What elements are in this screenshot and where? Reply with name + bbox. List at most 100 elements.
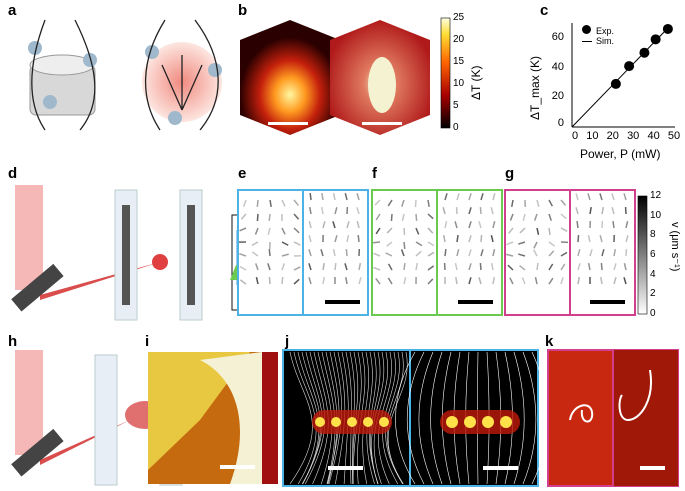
colorbar-tick: 5 — [453, 100, 459, 111]
velocity-arrow — [454, 263, 458, 271]
panel-label-k: k — [545, 333, 554, 350]
velocity-arrow — [456, 249, 460, 257]
velocity-arrow — [239, 253, 247, 257]
streamline — [395, 351, 416, 485]
velocity-arrow — [401, 199, 405, 207]
velocity-arrow — [373, 266, 381, 271]
velocity-arrow — [560, 199, 567, 206]
velocity-arrow — [601, 249, 605, 257]
heater-spot — [446, 416, 458, 428]
y-axis-label: ΔT_max (K) — [528, 55, 542, 120]
velocity-arrow — [577, 263, 581, 271]
velocity-arrow — [256, 213, 259, 222]
velocity-arrow — [427, 213, 434, 220]
velocity-arrow — [492, 249, 496, 257]
scale-bar — [325, 300, 360, 304]
colorbar-tick: 2 — [650, 288, 656, 300]
velocity-arrow — [400, 249, 405, 257]
velocity-arrow — [560, 213, 567, 220]
x-tick: 0 — [571, 130, 579, 142]
colorbar-tick: 12 — [650, 190, 662, 201]
x-tick: 30 — [627, 130, 640, 142]
y-tick: 40 — [551, 60, 564, 73]
velocity-arrow — [256, 199, 259, 208]
panel-label-f: f — [372, 165, 377, 182]
velocity-arrow — [239, 279, 247, 285]
panel-c-chart — [571, 23, 675, 128]
velocity-arrow — [332, 249, 336, 257]
legend-marker-exp — [582, 25, 591, 34]
velocity-arrow — [239, 227, 247, 232]
velocity-arrow — [480, 249, 484, 257]
velocity-arrow — [344, 263, 348, 271]
velocity-arrow — [385, 252, 393, 257]
velocity-arrow — [536, 262, 539, 271]
colorbar-velocity — [637, 195, 648, 315]
velocity-arrow — [560, 263, 566, 271]
trajectory — [289, 351, 313, 485]
velocity-arrow — [332, 221, 336, 229]
panel-label-j: j — [285, 333, 290, 350]
velocity-arrow — [456, 193, 460, 201]
velocity-arrow — [267, 263, 271, 271]
velocity-arrow — [403, 241, 406, 250]
colorbar-temperature-label: ΔT (K) — [469, 65, 483, 100]
velocity-arrow — [548, 199, 554, 207]
panel-a-schematic — [28, 19, 222, 131]
velocity-arrow — [600, 262, 603, 271]
velocity-arrow — [320, 249, 324, 257]
panel-label-h: h — [8, 333, 18, 350]
velocity-arrow — [490, 235, 494, 243]
scale-bar — [328, 466, 363, 470]
velocity-arrow — [599, 235, 603, 243]
panel-k-trajectories — [547, 349, 679, 487]
colorbar-tick: 4 — [650, 268, 656, 280]
scale-bar — [458, 300, 493, 304]
velocity-arrow — [509, 213, 514, 221]
velocity-arrow — [560, 277, 564, 285]
velocity-arrow — [281, 199, 286, 207]
velocity-arrow — [322, 262, 325, 271]
velocity-arrow — [427, 265, 435, 271]
velocity-arrow — [346, 221, 350, 229]
velocity-arrow — [492, 193, 496, 201]
velocity-arrow — [414, 199, 417, 208]
velocity-arrow — [519, 227, 526, 234]
y-tick: 60 — [551, 30, 564, 43]
velocity-arrow — [415, 227, 420, 235]
colorbar-tick: 6 — [650, 249, 656, 260]
velocity-arrow — [308, 249, 312, 257]
velocity-arrow — [479, 262, 482, 271]
velocity-arrow — [357, 234, 360, 243]
velocity-arrow — [625, 221, 629, 229]
velocity-arrow — [242, 199, 247, 207]
velocity-arrow — [320, 206, 324, 215]
trajectory — [293, 351, 317, 485]
colorbar-temperature — [440, 17, 451, 129]
velocity-arrow — [444, 193, 448, 201]
velocity-arrow — [346, 234, 350, 243]
scale-bar — [640, 466, 665, 470]
velocity-arrow — [533, 249, 538, 257]
heater-spot — [315, 417, 325, 427]
velocity-arrow — [478, 221, 482, 229]
velocity-arrow — [293, 213, 300, 220]
velocity-arrow — [611, 193, 615, 201]
velocity-arrow — [375, 227, 381, 235]
velocity-arrow — [293, 227, 300, 234]
velocity-arrow — [454, 221, 458, 229]
velocity-arrow — [509, 277, 514, 285]
velocity-arrow — [281, 241, 289, 246]
velocity-arrow — [322, 221, 326, 229]
panel-b-temperature-maps — [240, 17, 451, 135]
velocity-arrow — [356, 193, 360, 201]
velocity-arrow — [281, 227, 286, 235]
velocity-arrow — [281, 253, 289, 257]
velocity-arrow — [255, 277, 259, 285]
scale-bar — [268, 122, 308, 125]
velocity-arrow — [589, 206, 592, 215]
velocity-arrow — [358, 277, 362, 285]
velocity-arrow — [536, 227, 540, 235]
